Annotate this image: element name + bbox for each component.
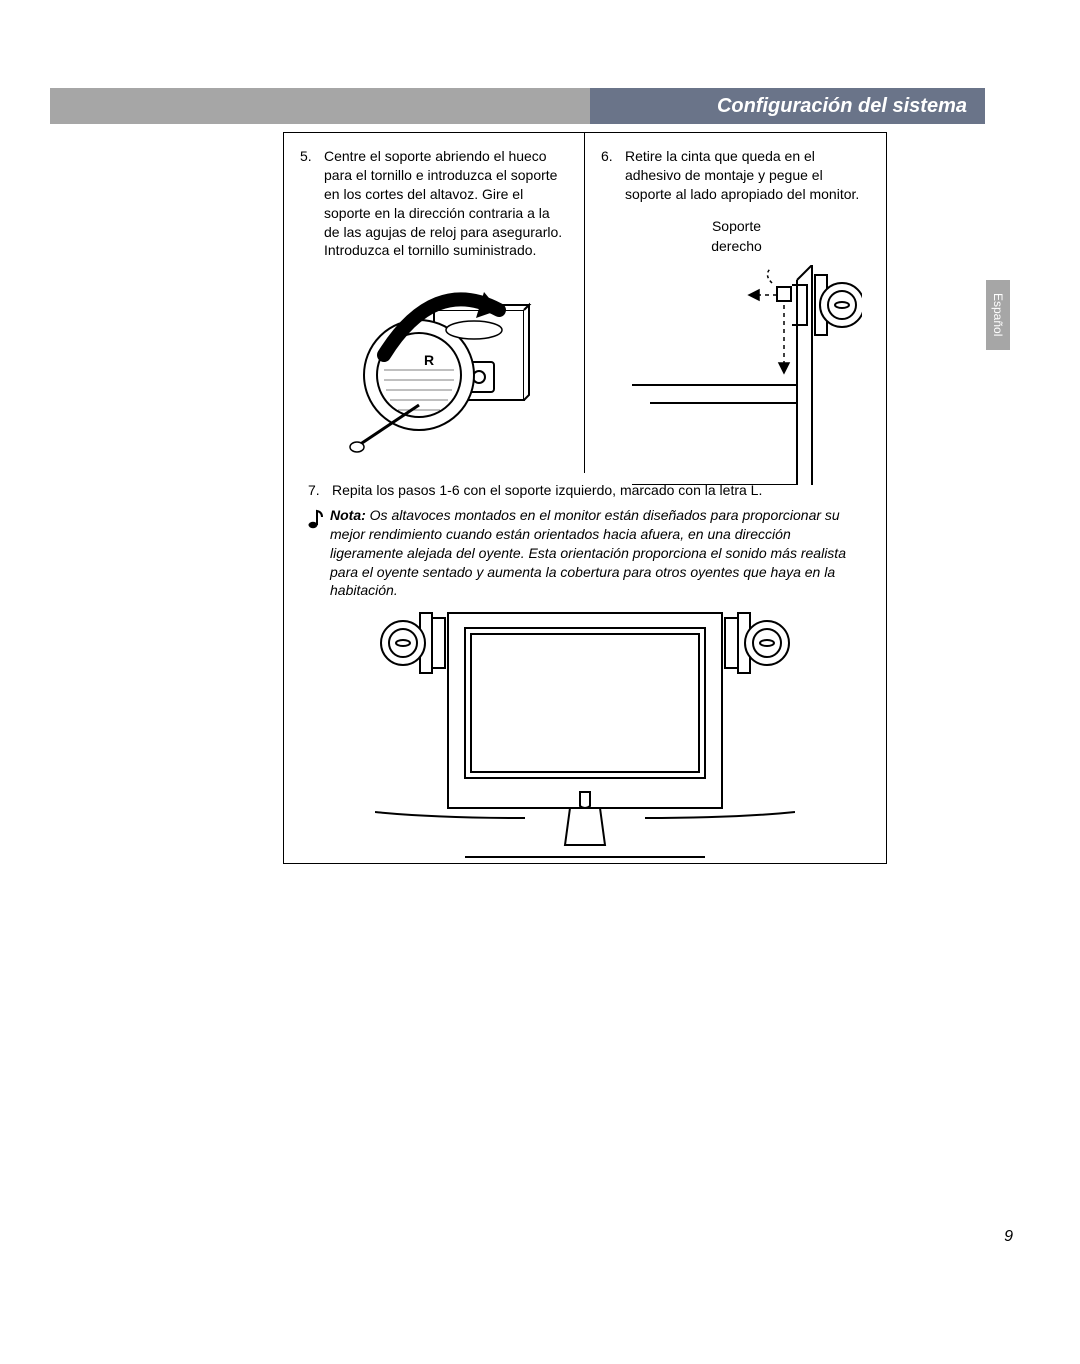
note-row: Nota: Os altavoces montados en el monito… bbox=[308, 506, 862, 600]
page-number: 9 bbox=[1004, 1228, 1013, 1246]
step-5-illustration: R bbox=[300, 270, 568, 460]
step-6-column: 6. Retire la cinta que queda en el adhes… bbox=[585, 133, 886, 473]
step-5-text: Centre el soporte abriendo el hueco para… bbox=[324, 147, 568, 260]
step-7-number: 7. bbox=[308, 481, 332, 500]
step-6-illustration bbox=[601, 265, 872, 485]
header-title: Configuración del sistema bbox=[590, 88, 985, 124]
step-5-column: 5. Centre el soporte abriendo el hueco p… bbox=[284, 133, 585, 473]
svg-text:R: R bbox=[424, 352, 434, 368]
step-7-text: Repita los pasos 1-6 con el soporte izqu… bbox=[332, 481, 862, 500]
monitor-illustration bbox=[308, 610, 862, 860]
content-frame: 5. Centre el soporte abriendo el hueco p… bbox=[283, 132, 887, 864]
step-6-caption-line2: derecho bbox=[601, 238, 872, 255]
step-6-text: Retire la cinta que queda en el adhesivo… bbox=[625, 147, 872, 204]
music-note-icon bbox=[308, 506, 330, 600]
note-body: Os altavoces montados en el monitor está… bbox=[330, 507, 846, 599]
bottom-block: 7. Repita los pasos 1-6 con el soporte i… bbox=[284, 473, 886, 870]
step-6-caption-line1: Soporte bbox=[601, 218, 872, 235]
step-5-number: 5. bbox=[300, 147, 324, 260]
top-row: 5. Centre el soporte abriendo el hueco p… bbox=[284, 133, 886, 473]
note-text: Nota: Os altavoces montados en el monito… bbox=[330, 506, 862, 600]
language-tab-espanol: Español bbox=[986, 280, 1010, 350]
step-6-number: 6. bbox=[601, 147, 625, 204]
note-label: Nota: bbox=[330, 507, 366, 523]
